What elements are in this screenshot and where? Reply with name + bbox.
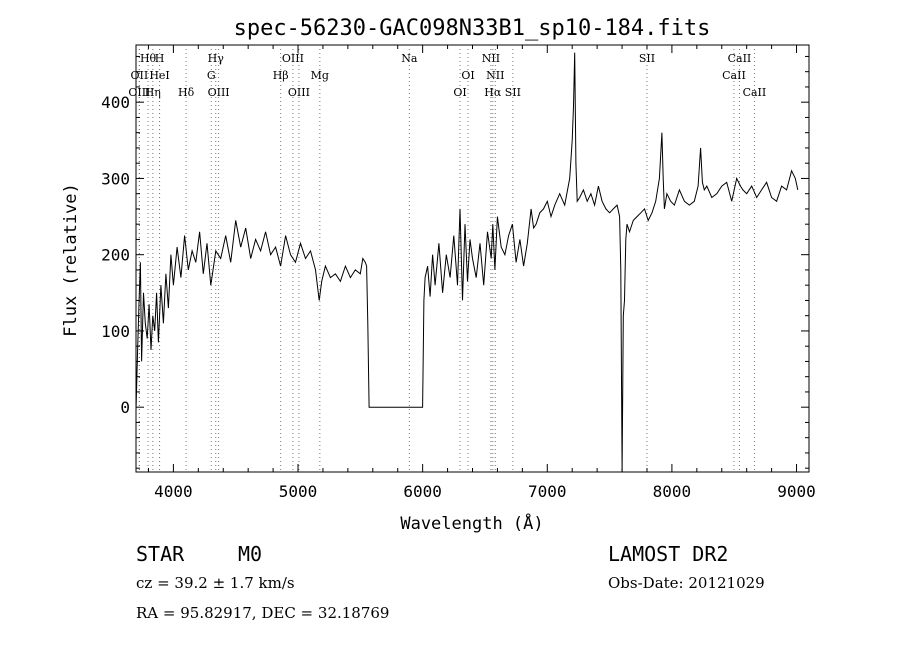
x-tick-label-0: 4000 <box>154 482 193 501</box>
line-label-6: Hδ <box>178 86 195 99</box>
line-label-14: Na <box>401 52 418 65</box>
y-tick-label-2: 200 <box>101 246 130 265</box>
line-label-12: Mg <box>311 69 329 82</box>
line-label-16: OI <box>453 86 466 99</box>
line-label-20: SII <box>505 86 521 99</box>
redshift-text: cz = 39.2 ± 1.7 km/s <box>136 574 295 592</box>
y-tick-label-1: 100 <box>101 322 130 341</box>
line-label-1: H <box>155 52 165 65</box>
y-tick-label-3: 300 <box>101 169 130 188</box>
y-axis-label: Flux (relative) <box>61 183 81 337</box>
line-label-18: NII <box>486 69 504 82</box>
object-class: STAR <box>136 542 185 566</box>
line-label-24: CaII <box>743 86 767 99</box>
line-label-5: Hη <box>145 86 161 99</box>
x-tick-label-3: 7000 <box>528 482 567 501</box>
line-label-23: CaII <box>722 69 746 82</box>
line-label-2: OII <box>131 69 149 82</box>
chart-title: spec-56230-GAC098N33B1_sp10-184.fits <box>234 16 711 41</box>
line-label-10: OIII <box>282 52 304 65</box>
line-label-15: OI <box>461 69 474 82</box>
line-label-22: CaII <box>728 52 752 65</box>
object-subclass: M0 <box>238 542 263 566</box>
obs-date: Obs-Date: 20121029 <box>608 574 765 592</box>
survey-name: LAMOST DR2 <box>608 542 729 566</box>
line-label-13: OIII <box>288 86 310 99</box>
y-tick-label-0: 0 <box>120 398 130 417</box>
x-tick-label-5: 9000 <box>777 482 816 501</box>
line-label-9: OIII <box>208 86 230 99</box>
x-tick-label-2: 6000 <box>403 482 442 501</box>
x-axis-label: Wavelength (Å) <box>400 512 543 534</box>
line-label-8: G <box>207 69 216 82</box>
coordinates: RA = 95.82917, DEC = 32.18769 <box>136 604 390 622</box>
spectrum-series <box>136 52 799 472</box>
x-tick-label-1: 5000 <box>279 482 318 501</box>
line-label-11: Hβ <box>273 69 289 82</box>
x-tick-label-4: 8000 <box>653 482 692 501</box>
line-label-7: Hγ <box>208 52 225 65</box>
line-label-3: HeI <box>149 69 169 82</box>
line-label-17: NII <box>482 52 500 65</box>
line-label-4: OIII <box>128 86 150 99</box>
y-tick-label-4: 400 <box>101 93 130 112</box>
line-label-21: SII <box>639 52 655 65</box>
line-label-19: Hα <box>484 86 502 99</box>
